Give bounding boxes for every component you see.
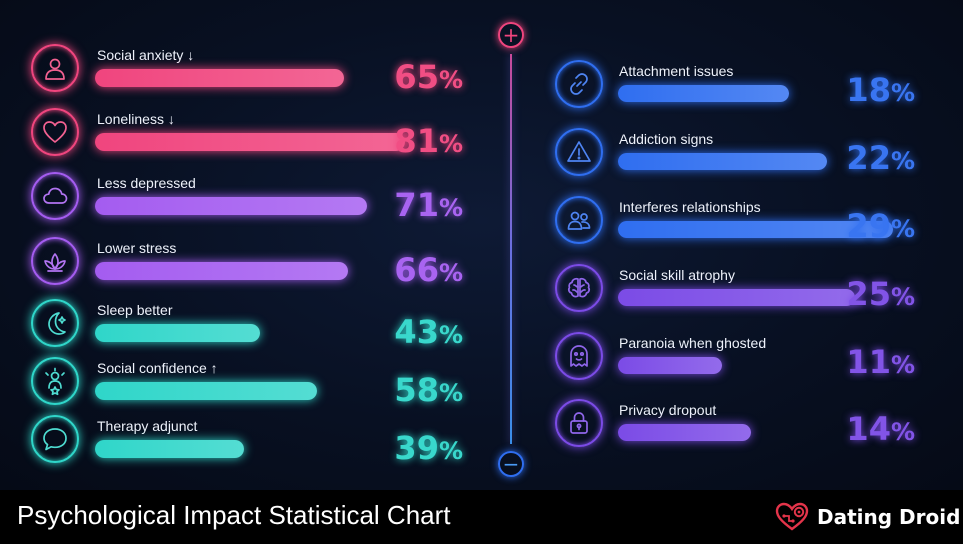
icon-ring-loneliness [31,108,79,156]
bar-paranoia-when-ghosted [618,357,722,374]
icon-ring-privacy-dropout [555,399,603,447]
bar-value-addiction-signs: 22% [846,139,915,177]
bar-social-anxiety [95,69,344,87]
brand-logo: Dating Droid [775,502,960,532]
bar-label-addiction-signs: Addiction signs [619,131,714,147]
icon-ring-addiction-signs [555,128,603,176]
zoom-out-button[interactable]: − [498,451,524,477]
icon-ring-less-depressed [31,172,79,220]
moon-icon [48,312,66,335]
bar-privacy-dropout [618,424,751,441]
bar-value-social-skill-atrophy: 25% [846,275,915,313]
link-icon [570,73,588,95]
brand-name: Dating Droid [817,505,961,529]
bar-label-attachment-issues: Attachment issues [619,63,734,79]
speech-bubble-icon [43,428,67,451]
bar-value-loneliness: 81% [394,122,463,160]
bar-interferes-relationships [618,221,893,238]
bar-label-less-depressed: Less depressed [97,175,196,191]
bar-lower-stress [95,262,348,280]
bar-therapy-adjunct [95,440,244,458]
icon-ring-social-confidence [31,357,79,405]
bar-label-social-anxiety: Social anxiety ↓ [97,47,195,63]
bar-value-privacy-dropout: 14% [846,410,915,448]
bar-value-less-depressed: 71% [394,186,463,224]
ghost-icon [570,345,588,367]
bar-label-privacy-dropout: Privacy dropout [619,402,717,418]
bar-value-interferes-relationships: 29% [846,207,915,245]
plus-icon: + [502,23,520,47]
bar-value-sleep-better: 43% [394,313,463,351]
bar-sleep-better [95,324,260,342]
bar-less-depressed [95,197,367,215]
bar-value-social-anxiety: 65% [394,58,463,96]
bar-loneliness [95,133,405,151]
icon-ring-attachment-issues [555,60,603,108]
heart-gear-icon [775,502,809,531]
bar-value-therapy-adjunct: 39% [394,429,463,467]
bar-label-therapy-adjunct: Therapy adjunct [97,418,198,434]
lock-icon [570,412,588,434]
bar-social-confidence [95,382,317,400]
icon-ring-paranoia-when-ghosted [555,332,603,380]
zoom-in-button[interactable]: + [498,22,524,48]
bar-value-lower-stress: 66% [394,251,463,289]
confident-person-icon [45,367,65,396]
icon-ring-therapy-adjunct [31,415,79,463]
warning-icon [567,141,591,162]
bar-social-skill-atrophy [618,289,855,306]
lotus-icon [44,253,66,272]
bar-value-attachment-issues: 18% [846,71,915,109]
icon-ring-lower-stress [31,237,79,285]
bar-label-social-skill-atrophy: Social skill atrophy [619,267,735,283]
icon-ring-sleep-better [31,299,79,347]
cloud-icon [43,187,68,204]
bar-label-paranoia-when-ghosted: Paranoia when ghosted [619,335,767,351]
center-axis-line [510,54,512,444]
bar-attachment-issues [618,85,789,102]
footer-bar: Psychological Impact Statistical Chart D… [0,490,963,544]
bar-addiction-signs [618,153,827,170]
icon-ring-interferes-relationships [555,196,603,244]
minus-icon: − [502,452,520,476]
bar-label-social-confidence: Social confidence ↑ [97,360,218,376]
people-icon [567,211,591,230]
bar-value-paranoia-when-ghosted: 11% [846,343,915,381]
icon-ring-social-anxiety [31,44,79,92]
bar-label-loneliness: Loneliness ↓ [97,111,175,127]
bar-label-interferes-relationships: Interferes relationships [619,199,761,215]
heart-icon [43,121,67,143]
brain-icon [567,277,591,298]
bar-value-social-confidence: 58% [394,371,463,409]
icon-ring-social-skill-atrophy [555,264,603,312]
user-icon [45,58,65,80]
chart-title: Psychological Impact Statistical Chart [17,500,451,530]
chart-canvas: + − Social anxiety ↓ 65% Loneliness ↓ 81% Le… [0,0,963,490]
bar-label-lower-stress: Lower stress [97,240,177,256]
bar-label-sleep-better: Sleep better [97,302,173,318]
